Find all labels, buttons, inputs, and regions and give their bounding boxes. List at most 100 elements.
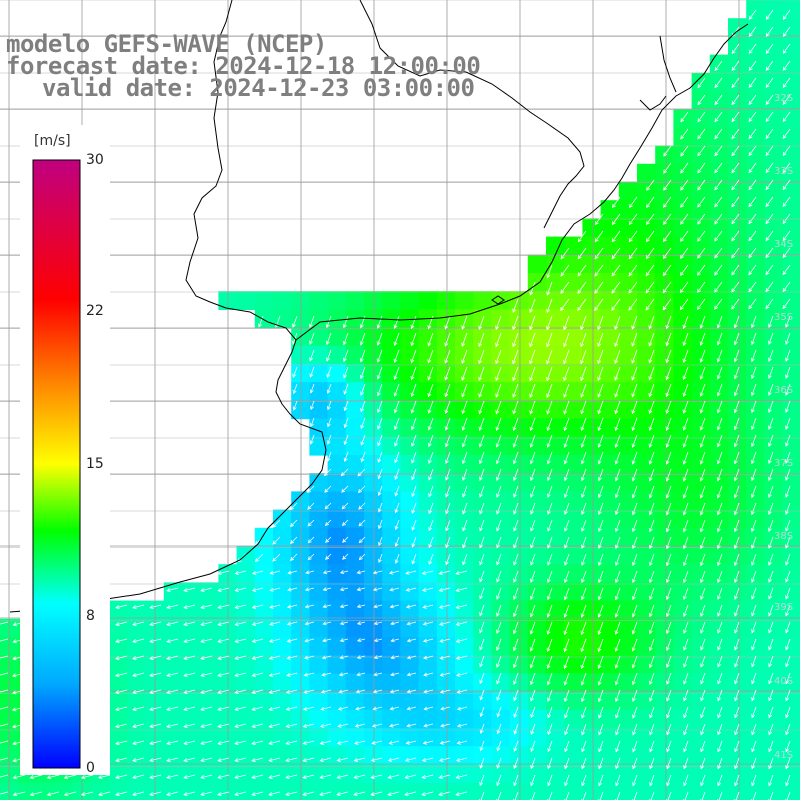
wind-arrow — [782, 281, 791, 292]
wind-cell — [455, 509, 474, 529]
wind-cell — [782, 127, 800, 147]
wind-cell — [400, 691, 420, 711]
wind-arrowhead — [699, 324, 704, 329]
wind-arrow — [340, 638, 349, 642]
wind-cell — [491, 673, 511, 693]
wind-cell — [455, 600, 474, 620]
wind-arrowhead — [547, 578, 551, 583]
wind-arrowhead — [376, 392, 381, 397]
wind-arrowhead — [387, 792, 392, 797]
wind-arrowhead — [479, 595, 483, 600]
wind-arrowhead — [302, 741, 307, 745]
wind-arrow — [343, 349, 349, 362]
wind-arrow — [649, 502, 655, 515]
wind-arrow — [649, 485, 655, 498]
wind-cell — [527, 509, 547, 529]
wind-arrowhead — [714, 203, 719, 208]
wind-arrow — [149, 774, 162, 779]
wind-cell — [564, 473, 583, 492]
wind-arrow — [649, 417, 655, 431]
wind-arrowhead — [530, 782, 535, 787]
wind-arrow — [445, 434, 451, 447]
wind-arrowhead — [495, 476, 500, 482]
wind-cell — [473, 400, 492, 420]
wind-arrow — [765, 213, 774, 224]
wind-arrow — [373, 587, 383, 591]
wind-cell — [782, 36, 800, 56]
wind-arrowhead — [292, 389, 297, 395]
wind-arrow — [479, 502, 485, 514]
wind-arrowhead — [734, 748, 739, 753]
wind-cell — [546, 673, 565, 693]
wind-arrow — [765, 26, 774, 37]
wind-arrowhead — [390, 655, 395, 660]
wind-arrow — [697, 247, 706, 259]
wind-arrow — [530, 434, 536, 448]
wind-arrowhead — [733, 443, 738, 448]
wind-cell — [418, 364, 438, 383]
wind-arrow — [496, 502, 502, 515]
wind-cell — [309, 764, 329, 784]
wind-cell — [455, 655, 474, 674]
wind-arrow — [632, 740, 638, 752]
wind-arrowhead — [614, 630, 619, 635]
wind-cell — [546, 291, 565, 310]
wind-arrow — [564, 417, 570, 431]
wind-cell — [546, 473, 565, 492]
wind-arrow — [598, 757, 604, 769]
wind-arrowhead — [12, 792, 18, 797]
wind-arrowhead — [149, 707, 154, 712]
wind-cell — [637, 546, 656, 565]
wind-arrow — [327, 417, 332, 427]
wind-cell — [782, 436, 800, 456]
wind-arrow — [358, 485, 366, 493]
wind-arrow — [683, 536, 689, 549]
wind-arrowhead — [700, 782, 705, 787]
wind-arrow — [683, 621, 689, 634]
wind-cell — [582, 436, 602, 456]
wind-arrowhead — [356, 621, 362, 626]
wind-cell — [618, 655, 638, 674]
wind-arrow — [649, 587, 655, 600]
wind-cell — [400, 491, 420, 511]
wind-arrowhead — [322, 570, 328, 575]
wind-arrowhead — [581, 544, 585, 549]
wind-cell — [618, 709, 638, 729]
wind-arrow — [714, 230, 723, 242]
wind-cell — [691, 382, 711, 401]
wind-arrowhead — [438, 604, 444, 609]
wind-cell — [673, 418, 693, 438]
wind-cell — [655, 546, 674, 565]
wind-arrowhead — [597, 460, 602, 465]
wind-arrowhead — [336, 740, 342, 745]
wind-arrowhead — [546, 426, 551, 432]
wind-cell — [709, 163, 729, 183]
wind-cell — [709, 491, 729, 511]
wind-arrowhead — [731, 203, 736, 208]
wind-arrow — [629, 230, 638, 242]
wind-arrowhead — [785, 714, 790, 719]
wind-arrow — [785, 485, 791, 498]
wind-arrow — [717, 689, 723, 701]
wind-arrowhead — [376, 375, 381, 380]
wind-cell — [436, 582, 456, 602]
wind-arrow — [428, 400, 434, 414]
wind-arrowhead — [748, 254, 753, 259]
wind-arrow — [304, 689, 315, 693]
wind-arrow — [765, 281, 774, 292]
wind-arrow — [355, 723, 366, 727]
wind-arrow — [697, 281, 706, 293]
wind-cell — [364, 673, 383, 693]
wind-arrowhead — [665, 545, 670, 550]
wind-arrow — [252, 621, 264, 626]
wind-arrow — [322, 655, 332, 659]
wind-arrowhead — [546, 343, 550, 348]
wind-arrowhead — [132, 792, 137, 797]
wind-arrow — [445, 519, 451, 531]
wind-arrowhead — [495, 325, 500, 331]
wind-cell — [709, 254, 729, 274]
wind-arrow — [423, 689, 434, 693]
wind-arrow — [700, 587, 706, 600]
wind-arrow — [530, 621, 536, 634]
wind-arrow — [683, 485, 689, 499]
